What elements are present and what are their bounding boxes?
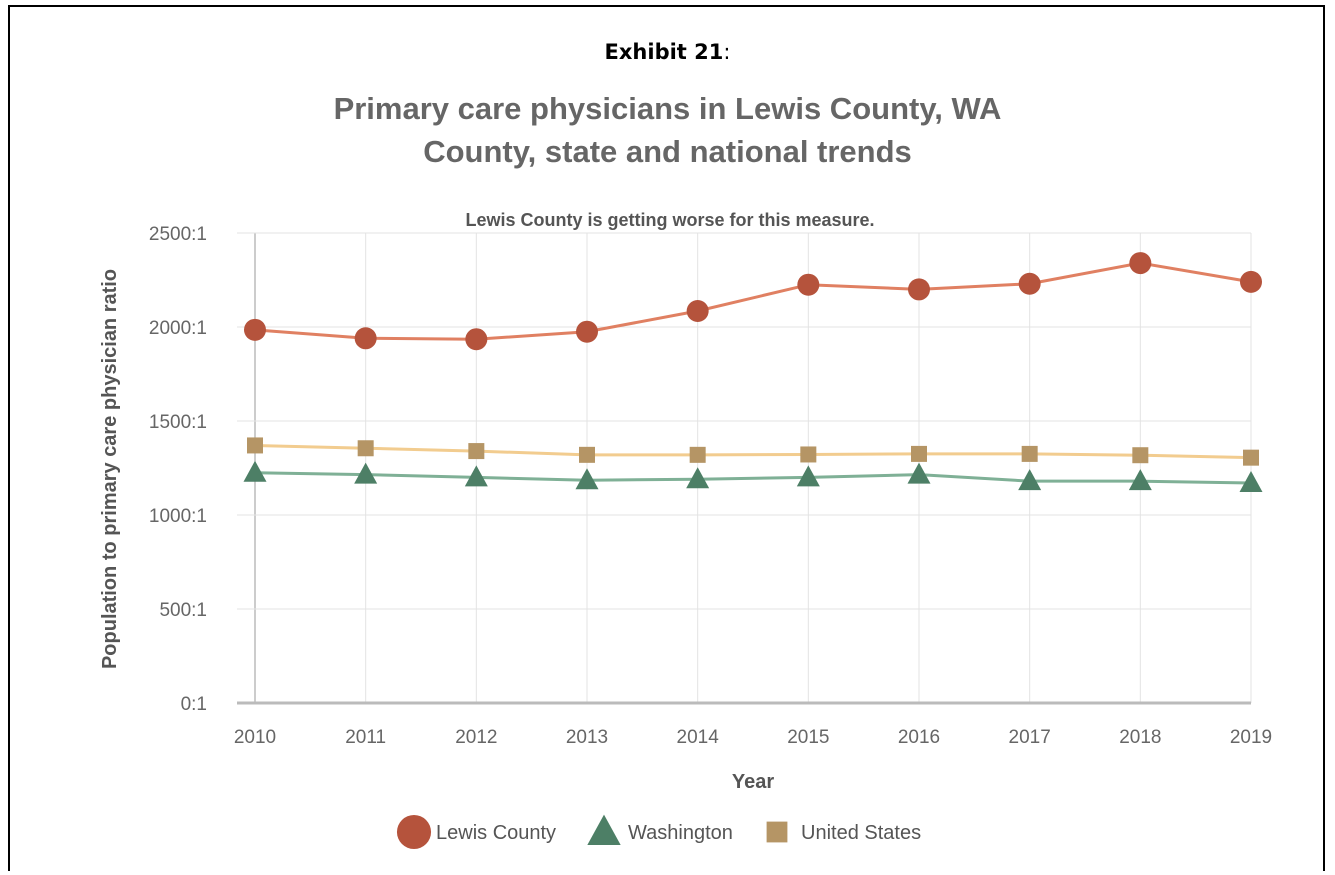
data-point-washington: [1018, 469, 1042, 491]
y-tick-label: 1500:1: [149, 412, 207, 433]
x-tick-label: 2012: [455, 727, 497, 748]
x-tick-label: 2017: [1009, 727, 1051, 748]
data-point-lewis-county: [465, 328, 488, 351]
data-point-lewis-county: [1240, 270, 1262, 293]
data-point-lewis-county: [354, 327, 377, 350]
data-point-united-states: [357, 440, 374, 457]
series-line-lewis-county: [254, 261, 1252, 341]
data-point-washington: [243, 460, 267, 482]
legend-marker-washington: [587, 814, 621, 846]
x-tick-label: 2018: [1119, 727, 1161, 748]
data-point-united-states: [1243, 449, 1259, 466]
data-point-washington: [1128, 469, 1152, 491]
x-tick-label: 2011: [345, 727, 386, 748]
legend-label-united-states: United States: [801, 822, 921, 844]
data-point-lewis-county: [1018, 272, 1041, 295]
legend-label-lewis-county: Lewis County: [436, 822, 556, 844]
data-point-united-states: [579, 446, 595, 463]
y-tick-label: 0:1: [181, 694, 207, 715]
x-tick-label: 2014: [677, 727, 720, 748]
x-tick-label: 2019: [1230, 727, 1272, 748]
data-point-lewis-county: [686, 300, 709, 323]
data-point-united-states: [911, 445, 927, 462]
series-line-washington: [254, 471, 1252, 485]
x-axis-title: Year: [732, 771, 774, 793]
legend-marker-united-states: [766, 821, 788, 843]
data-point-washington: [354, 462, 378, 484]
x-tick-label: 2015: [787, 727, 829, 748]
data-point-lewis-county: [1129, 252, 1152, 275]
legend-marker-lewis-county: [396, 814, 432, 850]
data-point-washington: [796, 465, 820, 487]
data-point-washington: [575, 468, 599, 490]
exhibit-frame: [8, 5, 1325, 871]
data-point-lewis-county: [908, 278, 930, 301]
y-tick-label: 2000:1: [149, 318, 207, 339]
data-point-united-states: [689, 446, 706, 463]
x-tick-label: 2010: [234, 727, 276, 748]
exhibit-heading: Exhibit 21:: [0, 40, 1335, 64]
data-point-washington: [1239, 471, 1263, 493]
x-tick-label: 2013: [566, 727, 608, 748]
data-point-united-states: [247, 437, 263, 454]
chart-title-line1: Primary care physicians in Lewis County,…: [333, 91, 1002, 126]
data-point-united-states: [1021, 445, 1038, 462]
data-point-united-states: [468, 443, 485, 460]
data-point-lewis-county: [576, 320, 598, 343]
exhibit-suffix: :: [723, 40, 731, 64]
y-axis-title: Population to primary care physician rat…: [99, 269, 121, 669]
y-tick-label: 2500:1: [149, 224, 207, 245]
data-point-united-states: [800, 446, 817, 463]
data-point-lewis-county: [797, 273, 820, 296]
data-point-lewis-county: [244, 318, 266, 341]
chart-subtitle: Lewis County is getting worse for this m…: [465, 210, 874, 230]
exhibit-label: Exhibit 21: [604, 40, 724, 64]
data-point-washington: [686, 467, 710, 489]
data-point-united-states: [1132, 447, 1149, 464]
series-line-united-states: [254, 443, 1252, 460]
x-tick-label: 2016: [898, 727, 940, 748]
data-point-washington: [907, 462, 931, 484]
chart-title-line2: County, state and national trends: [423, 134, 912, 169]
data-point-washington: [464, 465, 488, 487]
y-tick-label: 500:1: [159, 600, 207, 621]
y-tick-label: 1000:1: [149, 506, 207, 527]
legend-label-washington: Washington: [628, 822, 733, 844]
